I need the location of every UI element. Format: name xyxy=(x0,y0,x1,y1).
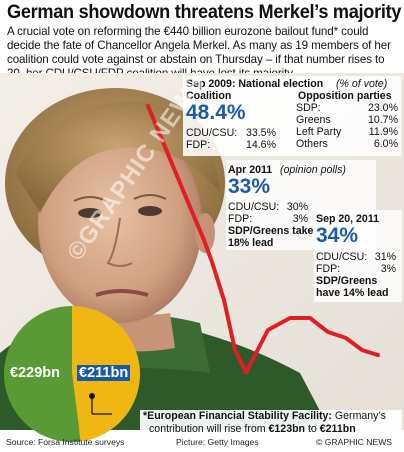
opposition-party-1: Greens xyxy=(296,114,331,126)
sep2011-lead: SDP/Greens have 14% lead xyxy=(316,275,389,299)
coalition-total: 48.4% xyxy=(186,101,246,124)
fund-note-mid: to xyxy=(305,423,320,435)
apr2011-lead: SDP/Greens take 18% lead xyxy=(228,225,314,249)
footer-picture: Picture: Getty Images xyxy=(176,437,259,447)
headline: German showdown threatens Merkel’s major… xyxy=(7,1,402,23)
pie-slice-0 xyxy=(3,306,81,442)
sep2009-title-note: (% of vote) xyxy=(336,78,388,90)
opposition-value-2: 11.9% xyxy=(368,126,398,138)
sep2011-party-0: CDU/CSU: xyxy=(316,251,368,263)
fund-note-pointer xyxy=(89,393,112,415)
coalition-value-1: 14.6% xyxy=(245,139,276,151)
sep2011-value-1: 3% xyxy=(380,263,396,275)
trend-point-0 xyxy=(146,104,150,108)
opposition-value-3: 6.0% xyxy=(373,138,398,150)
sep2009-title: Sep 2009: National election xyxy=(186,78,324,90)
apr2011-note: (opinion polls) xyxy=(280,164,346,176)
apr2011-value-0: 30% xyxy=(286,201,308,213)
fund-note-to: €211bn xyxy=(319,423,356,435)
trend-line xyxy=(146,105,379,375)
apr2011-date: Apr 2011 xyxy=(228,164,273,176)
fund-note-rest1: Germany’s xyxy=(331,410,386,422)
opposition-party-2: Left Party xyxy=(296,126,342,138)
apr2011-total: 33% xyxy=(228,175,271,198)
trend-point-1 xyxy=(244,370,248,375)
coalition-value-0: 33.5% xyxy=(245,127,276,139)
opposition-party-0: SDP: xyxy=(296,102,321,114)
fund-note-prefix: *European Financial Stability Facility: xyxy=(143,410,332,422)
sep2011-party-1: FDP: xyxy=(316,263,341,275)
fund-note: *European Financial Stability Facility: … xyxy=(140,410,402,437)
sep2009-box xyxy=(183,76,401,156)
pie-label-yellow: €211bn xyxy=(77,365,131,381)
footer-source: Source: Forsa Institute surveys xyxy=(6,437,125,447)
fund-note-from: €123bn xyxy=(268,423,306,435)
sep2011-box xyxy=(314,210,402,302)
opposition-value-1: 10.7% xyxy=(367,114,398,126)
intro-text: A crucial vote on reforming the €440 bil… xyxy=(7,25,391,80)
coalition-party-0: CDU/CSU: xyxy=(186,127,238,139)
opposition-value-0: 23.0% xyxy=(367,102,398,114)
opposition-label: Opposition parties xyxy=(298,90,392,102)
sep2011-date: Sep 20, 2011 xyxy=(316,213,380,225)
apr2011-value-1: 3% xyxy=(292,213,308,225)
footer-credit: © GRAPHIC NEWS xyxy=(316,437,393,447)
sep2011-total: 34% xyxy=(316,224,359,247)
trend-point-2 xyxy=(376,353,380,358)
coalition-party-1: FDP: xyxy=(186,139,211,151)
sep2011-value-0: 31% xyxy=(374,251,396,263)
apr2011-party-1: FDP: xyxy=(228,213,253,225)
apr2011-party-0: CDU/CSU: xyxy=(228,201,280,213)
fund-note-line2: contribution will rise from xyxy=(149,423,269,435)
pie-label-green: €229bn xyxy=(10,365,60,381)
opposition-party-3: Others xyxy=(296,138,328,150)
coalition-label: Coalition xyxy=(186,90,232,102)
